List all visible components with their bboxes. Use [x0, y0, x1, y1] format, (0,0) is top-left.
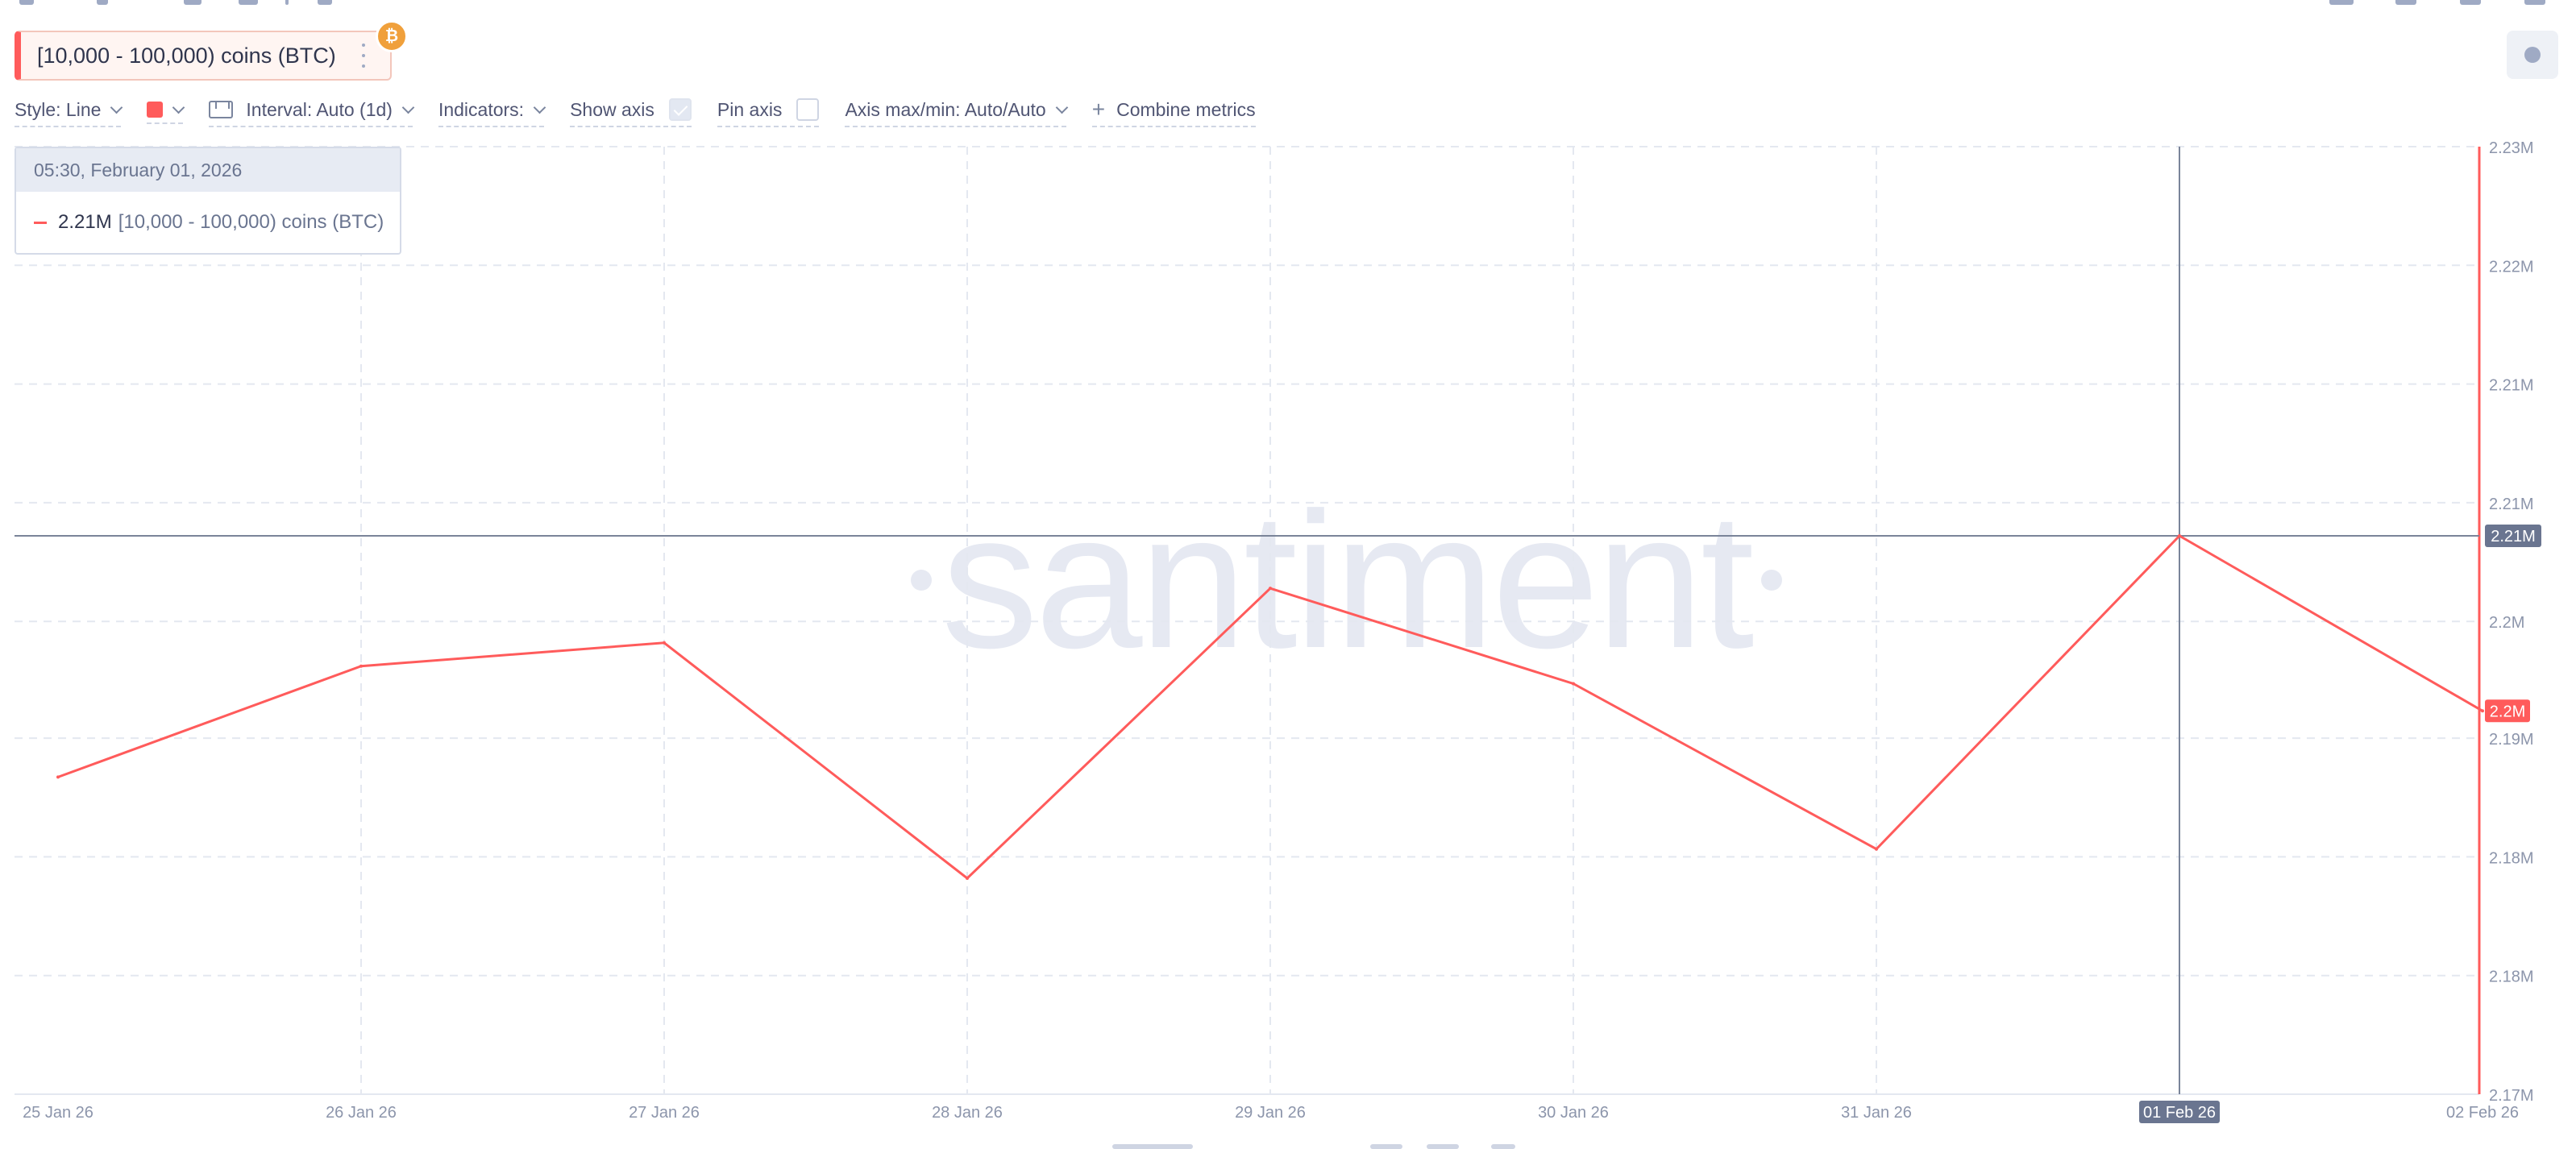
- ruler-icon: [209, 101, 234, 118]
- chart-tooltip: 05:30, February 01, 2026 2.21M [10,000 -…: [15, 147, 401, 255]
- top-toolbar-strip: [0, 0, 2576, 8]
- crosshair-y-label: 2.21M: [2491, 528, 2536, 545]
- interval-label: Interval: Auto (1d): [246, 98, 393, 120]
- axis-maxmin-label: Axis max/min: Auto/Auto: [845, 98, 1046, 120]
- metric-label: [10,000 - 100,000) coins (BTC): [37, 43, 336, 68]
- data-point: [359, 664, 363, 668]
- crosshair-y-label-bg: [2485, 524, 2541, 547]
- tooltip-value: 2.21M: [58, 211, 112, 233]
- crosshair-x-label-bg: [2139, 1101, 2220, 1123]
- metric-chip[interactable]: [10,000 - 100,000) coins (BTC): [15, 31, 392, 81]
- x-tick-label: 27 Jan 26: [629, 1104, 700, 1122]
- scroll-indicator[interactable]: [1112, 1144, 1193, 1149]
- combine-metrics-label: Combine metrics: [1116, 98, 1256, 120]
- x-tick-label: 28 Jan 26: [932, 1104, 1003, 1122]
- y-tick-label: 2.21M: [2489, 377, 2534, 395]
- scroll-indicator[interactable]: [1491, 1144, 1515, 1149]
- indicators-dropdown[interactable]: Indicators:: [438, 98, 546, 127]
- style-dropdown[interactable]: Style: Line: [15, 98, 123, 127]
- tooltip-date: 05:30, February 01, 2026: [16, 148, 400, 192]
- last-value-label-bg: [2485, 699, 2530, 723]
- axis-maxmin-dropdown[interactable]: Axis max/min: Auto/Auto: [845, 98, 1068, 127]
- x-tick-label: 31 Jan 26: [1841, 1104, 1912, 1122]
- pin-axis-label: Pin axis: [717, 98, 783, 120]
- data-point: [1875, 847, 1878, 851]
- data-point: [1572, 682, 1575, 686]
- last-value-label: 2.2M: [2490, 703, 2525, 720]
- x-tick-label: 26 Jan 26: [326, 1104, 397, 1122]
- data-point: [966, 876, 969, 880]
- scroll-indicator[interactable]: [1370, 1144, 1402, 1149]
- y-tick-label: 2.18M: [2489, 969, 2534, 986]
- plus-icon: +: [1091, 97, 1106, 122]
- color-swatch: [147, 102, 164, 118]
- show-axis-toggle[interactable]: Show axis: [570, 98, 692, 127]
- y-tick-label: 2.22M: [2489, 258, 2534, 276]
- x-tick-label: 25 Jan 26: [23, 1104, 93, 1122]
- kebab-menu-icon[interactable]: [361, 44, 366, 68]
- data-point: [1269, 587, 1272, 591]
- series-color-marker: [34, 221, 47, 224]
- chart-toolbar: Style: Line Interval: Auto (1d) Indicato…: [15, 97, 1282, 129]
- y-tick-label: 2.21M: [2489, 496, 2534, 513]
- x-tick-label: 30 Jan 26: [1538, 1104, 1609, 1122]
- y-tick-label: 2.19M: [2489, 731, 2534, 749]
- pin-axis-toggle[interactable]: Pin axis: [717, 98, 820, 127]
- y-tick-label: 2.23M: [2489, 139, 2534, 157]
- interval-dropdown[interactable]: Interval: Auto (1d): [209, 98, 415, 127]
- show-axis-label: Show axis: [570, 98, 654, 120]
- y-tick-label: 2.18M: [2489, 849, 2534, 867]
- scroll-indicator[interactable]: [1427, 1144, 1459, 1149]
- bitcoin-icon: ₿: [376, 20, 408, 52]
- color-dropdown[interactable]: [147, 101, 185, 124]
- combine-metrics-button[interactable]: + Combine metrics: [1091, 97, 1256, 127]
- record-toggle-button[interactable]: [2507, 31, 2558, 79]
- tooltip-series-name: [10,000 - 100,000) coins (BTC): [118, 211, 384, 233]
- data-point: [56, 775, 60, 779]
- crosshair-x-label: 01 Feb 26: [2143, 1104, 2216, 1122]
- santiment-watermark: santiment: [901, 483, 1792, 677]
- data-point: [2178, 533, 2181, 537]
- circle-icon: [2524, 47, 2541, 63]
- x-tick-label: 02 Feb 26: [2446, 1104, 2519, 1122]
- show-axis-checkbox[interactable]: [668, 98, 692, 121]
- style-label: Style: Line: [15, 98, 102, 120]
- indicators-label: Indicators:: [438, 98, 525, 120]
- tooltip-row: 2.21M [10,000 - 100,000) coins (BTC): [16, 192, 400, 253]
- y-tick-label: 2.17M: [2489, 1087, 2534, 1105]
- data-point: [2481, 709, 2484, 713]
- y-tick-label: 2.2M: [2489, 614, 2524, 632]
- x-tick-label: 29 Jan 26: [1235, 1104, 1306, 1122]
- pin-axis-checkbox[interactable]: [796, 98, 820, 121]
- data-point: [663, 641, 666, 645]
